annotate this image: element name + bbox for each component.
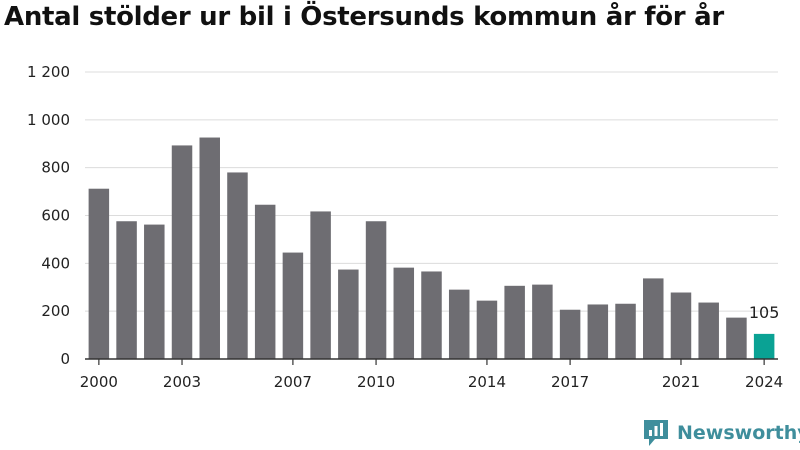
data-label: 105 [749,303,780,322]
bar-chart: 0 200 400 600 800 1 000 1 200 2000 2003 2007 2010… [27,63,783,391]
x-tick-label: 2017 [551,373,589,391]
y-tick-label: 1 000 [27,111,70,129]
bar [587,304,609,359]
bar [393,267,415,359]
bar [698,302,719,359]
x-axis: 2000 2003 2007 2010 2014 2017 2021 2024 [80,358,783,391]
bar [726,317,747,359]
bar [476,300,498,359]
x-tick-label: 2000 [80,373,118,391]
y-axis-labels: 0 200 400 600 800 1 000 1 200 [27,63,70,368]
bar [144,224,165,359]
bar [227,172,248,359]
chart-title: Antal stölder ur bil i Östersunds kommun… [4,2,724,32]
newsworthy-logo-text: Newsworthy [677,422,800,444]
bar [448,289,470,359]
bar [559,309,581,359]
annotations: 105 [749,303,780,322]
x-tick-label: 2010 [357,373,395,391]
y-tick-label: 400 [41,254,70,272]
newsworthy-logo-icon [644,420,668,446]
y-tick-label: 600 [41,207,70,225]
bar [532,284,553,359]
y-tick-label: 800 [41,159,70,177]
x-tick-label: 2014 [468,373,506,391]
x-tick-label: 2024 [745,373,783,391]
x-tick-label: 2003 [163,373,201,391]
x-tick-label: 2021 [662,373,700,391]
bar [615,303,636,359]
bar [199,137,220,359]
bar [254,204,276,359]
x-tick-label: 2007 [274,373,312,391]
bars [88,137,775,359]
bar [504,285,525,359]
bar [365,221,387,359]
bar [282,252,304,359]
bar [421,271,442,359]
bar-highlight [753,333,775,359]
y-tick-label: 0 [60,350,70,368]
bar [88,188,110,359]
y-tick-label: 1 200 [27,63,70,81]
y-tick-label: 200 [41,302,70,320]
bar [171,145,193,359]
bar [116,221,137,359]
bar [643,278,664,359]
newsworthy-logo: Newsworthy [644,420,800,446]
bar [670,292,692,359]
bar [338,269,359,359]
bar [310,211,331,359]
